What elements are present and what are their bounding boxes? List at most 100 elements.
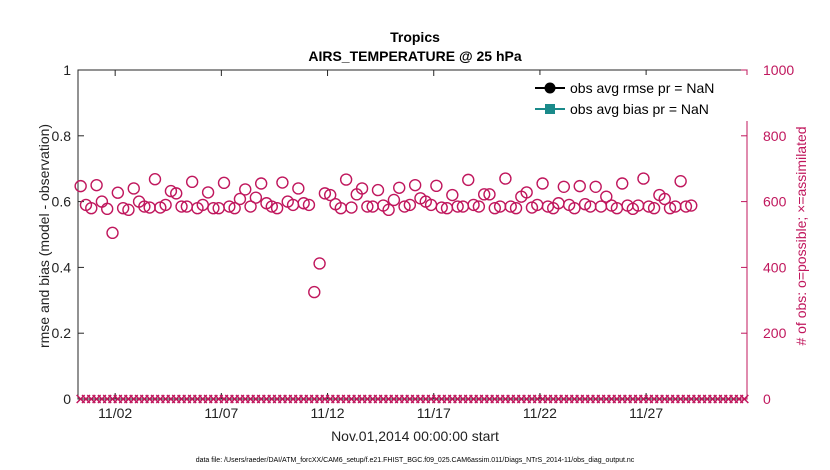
chart-subtitle: AIRS_TEMPERATURE @ 25 hPa <box>308 48 522 64</box>
possible-marker-102 <box>616 177 629 190</box>
possible-marker-94 <box>573 179 586 193</box>
possible-marker-43 <box>302 198 316 212</box>
possible-marker-70 <box>446 188 459 202</box>
assimilated-marker-125-stroke-b <box>739 394 749 404</box>
possible-marker-6 <box>106 226 119 240</box>
y-right-tick-label-5: 1000 <box>763 62 794 78</box>
possible-marker-45 <box>313 257 326 270</box>
chart-title: Tropics <box>390 29 440 45</box>
y-axis-left: 0 0.2 0.4 0.6 0.8 1 <box>52 62 84 407</box>
legend-bias-label: obs avg bias pr = NaN <box>570 101 709 117</box>
possible-marker-5 <box>101 202 114 216</box>
x-tick-label-5: 11/27 <box>629 405 663 421</box>
y-left-tick-label-3: 0.6 <box>52 194 72 210</box>
y-axis-right-label: # of obs: o=possible; ×=assimilated <box>793 126 809 345</box>
possible-marker-80 <box>499 172 512 185</box>
possible-marker-12 <box>138 200 151 213</box>
possible-marker-7 <box>111 186 125 199</box>
y-right-tick-label-2: 400 <box>763 259 787 275</box>
possible-marker-30 <box>233 192 247 206</box>
legend-box <box>529 75 751 121</box>
y-left-tick-label-4: 0.8 <box>52 128 72 144</box>
y-left-tick-label-0: 0 <box>63 391 71 407</box>
possible-marker-77 <box>483 188 496 201</box>
possible-marker-61 <box>398 200 411 213</box>
possible-marker-50 <box>339 173 353 186</box>
possible-marker-67 <box>430 179 443 193</box>
possible-marker-82 <box>509 201 523 215</box>
possible-marker-46 <box>318 187 332 200</box>
possible-marker-106 <box>637 172 650 185</box>
possible-marker-34 <box>254 177 268 190</box>
possible-marker-14 <box>148 173 162 186</box>
possible-marker-108 <box>647 201 661 215</box>
x-tick-label-4: 11/22 <box>523 405 557 421</box>
legend-bias-marker <box>545 104 555 114</box>
y-left-tick-label-1: 0.2 <box>52 325 72 341</box>
possible-marker-60 <box>393 181 406 194</box>
legend-rmse-label: obs avg rmse pr = NaN <box>570 80 714 96</box>
possible-marker-91 <box>557 180 571 193</box>
possible-marker-9 <box>122 203 135 217</box>
possible-marker-16 <box>159 198 172 212</box>
x-tick-label-0: 11/02 <box>98 405 132 421</box>
possible-marker-47 <box>324 188 337 202</box>
x-axis-label: Nov.01,2014 00:00:00 start <box>331 428 499 444</box>
possible-marker-3 <box>90 178 103 192</box>
data-file-footer: data file: /Users/raeder/DAI/ATM_forcXX/… <box>196 457 635 464</box>
possible-marker-58 <box>382 203 395 217</box>
possible-marker-84 <box>520 186 533 199</box>
possible-marker-56 <box>371 183 385 197</box>
possible-marker-111 <box>663 201 677 215</box>
y-axis-right: 0 200 400 600 800 1000 <box>741 62 794 407</box>
possible-marker-107 <box>642 200 655 213</box>
y-right-tick-label-3: 600 <box>763 194 787 210</box>
possible-marker-10 <box>127 182 140 195</box>
y-left-tick-label-2: 0.4 <box>52 259 72 275</box>
possible-marker-27 <box>217 176 231 190</box>
possible-marker-38 <box>276 176 289 189</box>
possible-marker-2 <box>85 201 98 215</box>
y-axis-left-label: rmse and bias (model - observation) <box>36 124 52 348</box>
possible-marker-74 <box>467 198 480 212</box>
possible-marker-68 <box>435 201 448 214</box>
possible-marker-28 <box>223 200 236 213</box>
possible-marker-25 <box>207 201 220 215</box>
possible-marker-63 <box>408 178 422 192</box>
x-axis: 11/02 11/07 11/12 11/17 11/22 11/27 <box>98 70 663 421</box>
possible-marker-44 <box>308 285 321 299</box>
possible-obs-series <box>74 172 698 299</box>
x-tick-label-2: 11/12 <box>311 405 345 421</box>
possible-marker-115 <box>685 199 698 212</box>
possible-marker-110 <box>658 192 671 206</box>
possible-marker-71 <box>451 200 464 213</box>
assimilated-obs-series <box>76 394 749 404</box>
possible-marker-37 <box>270 201 284 215</box>
possible-marker-51 <box>345 201 358 214</box>
possible-marker-75 <box>472 200 486 213</box>
y-left-tick-label-5: 1 <box>63 62 71 78</box>
possible-marker-87 <box>536 177 549 190</box>
possible-marker-42 <box>297 197 310 210</box>
plot-area <box>77 69 748 400</box>
possible-marker-41 <box>292 182 305 195</box>
possible-marker-19 <box>175 200 188 213</box>
legend-rmse-marker <box>544 82 556 94</box>
possible-marker-21 <box>185 175 199 189</box>
possible-marker-32 <box>244 200 257 213</box>
x-tick-label-3: 11/17 <box>417 405 451 421</box>
possible-marker-33 <box>249 191 263 204</box>
possible-marker-0 <box>74 179 87 193</box>
possible-marker-97 <box>589 180 602 193</box>
possible-marker-31 <box>239 183 252 196</box>
x-tick-label-1: 11/07 <box>204 405 238 421</box>
possible-marker-81 <box>504 200 517 213</box>
possible-marker-29 <box>228 201 241 215</box>
possible-marker-78 <box>488 201 501 215</box>
possible-marker-8 <box>116 201 130 215</box>
possible-marker-73 <box>462 173 475 187</box>
possible-marker-114 <box>679 200 693 213</box>
possible-marker-53 <box>355 182 369 195</box>
possible-marker-93 <box>568 201 581 215</box>
possible-marker-18 <box>170 187 183 200</box>
